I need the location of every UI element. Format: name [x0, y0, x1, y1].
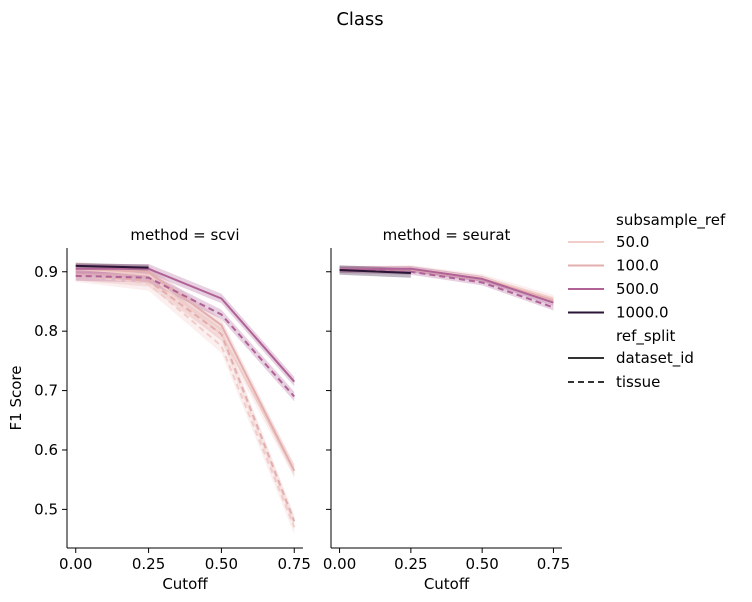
y-tick-label: 0.6: [34, 441, 58, 459]
x-tick-label: 0.25: [132, 555, 165, 573]
series-lines: [75, 264, 296, 528]
panel-title: method = seurat: [383, 226, 511, 244]
legend-label: 100.0: [616, 257, 659, 275]
x-tick-label: 0.75: [537, 555, 570, 573]
legend-hue-entries: 50.0 100.0 500.0 1000.0: [568, 233, 669, 322]
ci-band-50.0-tissue: [75, 267, 295, 535]
x-tick-label: 0.00: [59, 555, 92, 573]
ci-band-500.0-tissue: [75, 271, 295, 402]
panel-1: method = scvi 0.00 0.25 0.50 0.75 0.5 0.6 0.7 0.…: [7, 226, 311, 593]
legend-label: 1000.0: [616, 304, 669, 322]
x-tick-label: 0.25: [394, 555, 427, 573]
legend-hue-entry: 100.0: [568, 257, 659, 275]
x-tick-label: 0.75: [278, 555, 311, 573]
legend-label: dataset_id: [616, 349, 694, 368]
ci-band-100.0-tissue: [75, 268, 295, 528]
x-axis-label: Cutoff: [162, 575, 208, 593]
legend-hue-entry: 500.0: [568, 280, 659, 298]
series-line-500.0-tissue: [75, 274, 296, 398]
series-line-1000.0-dataset_id: [339, 268, 411, 274]
y-tick-label: 0.8: [34, 322, 58, 340]
legend-hue-title: subsample_ref: [616, 211, 726, 230]
series-line-1000.0-dataset_id: [75, 264, 149, 269]
series-line-50.0-tissue: [75, 273, 296, 528]
legend-style-entry: dataset_id: [568, 349, 694, 368]
series-line-500.0-dataset_id: [339, 267, 554, 304]
panel-title: method = scvi: [130, 226, 239, 244]
series-line-100.0-tissue: [75, 273, 296, 522]
legend: subsample_ref 50.0 100.0 500.0 1000.0 ref_s…: [568, 211, 726, 391]
x-tick-label: 0.50: [205, 555, 238, 573]
series-line-100.0-dataset_id: [75, 267, 296, 472]
legend-style-title: ref_split: [616, 327, 676, 346]
series-lines: [339, 267, 554, 309]
series-line-50.0-dataset_id: [75, 267, 296, 472]
legend-label: tissue: [616, 373, 660, 391]
y-axis-label: F1 Score: [7, 366, 25, 431]
legend-style-entry: tissue: [568, 373, 660, 391]
x-tick-label: 0.00: [323, 555, 356, 573]
legend-label: 50.0: [616, 233, 649, 251]
figure-title: Class: [336, 9, 383, 30]
legend-hue-entry: 1000.0: [568, 304, 669, 322]
y-tick-label: 0.9: [34, 263, 58, 281]
series-line-500.0-dataset_id: [75, 267, 296, 383]
confidence-bands: [75, 261, 295, 535]
y-tick-label: 0.7: [34, 382, 58, 400]
x-tick-label: 0.50: [465, 555, 498, 573]
panel-2: method = seurat 0.00 0.25 0.50 0.75 Cutoff: [323, 226, 570, 593]
legend-label: 500.0: [616, 280, 659, 298]
x-axis-label: Cutoff: [424, 575, 470, 593]
y-tick-label: 0.5: [34, 500, 58, 518]
facet-panels: method = scvi 0.00 0.25 0.50 0.75 0.5 0.6 0.7 0.…: [7, 226, 570, 593]
legend-hue-entry: 50.0: [568, 233, 649, 251]
